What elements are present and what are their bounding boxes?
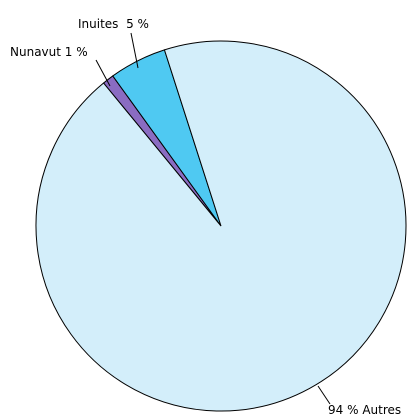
leader-line: [317, 385, 331, 405]
pie: [35, 40, 407, 412]
value-label: 94 %: [328, 403, 359, 417]
value-label: 5 %: [126, 17, 149, 31]
slice-label: Inuites 5 %: [78, 17, 149, 31]
slice-label: Nunavut 1 %: [10, 45, 88, 59]
slice-label: 94 % Autres: [328, 403, 401, 417]
pie-slice: [35, 40, 407, 412]
value-label: 1 %: [65, 45, 88, 59]
leader-line: [130, 32, 139, 69]
leader-line: [95, 59, 111, 87]
category-label: Inuites: [78, 17, 118, 31]
category-label: Autres: [362, 403, 401, 417]
category-label: Nunavut: [10, 45, 61, 59]
